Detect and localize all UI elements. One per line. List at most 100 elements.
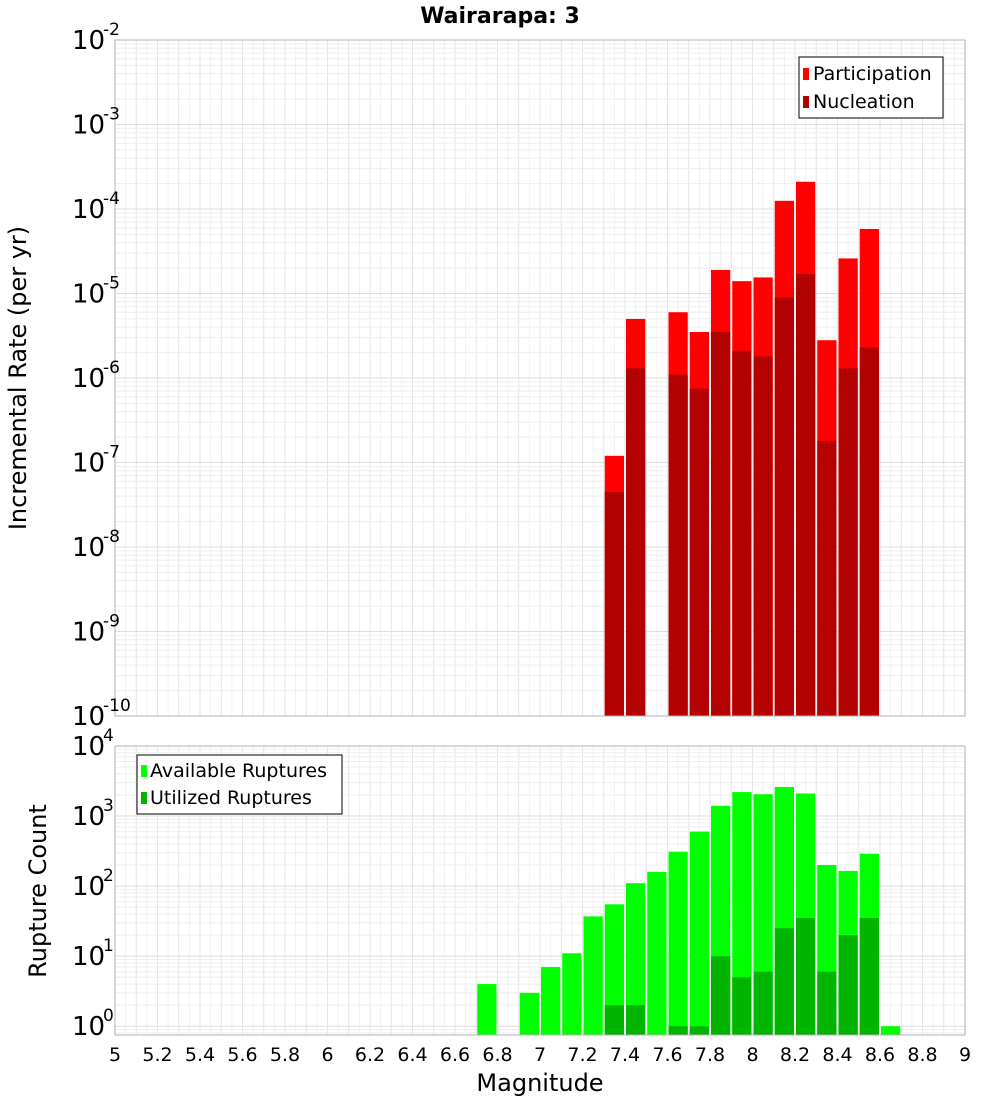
available-ruptures-bar: [626, 883, 646, 1035]
rupture-y-tick-label: 103: [72, 796, 114, 832]
y-tick-base: 10: [72, 364, 105, 394]
available-ruptures-bar: [689, 831, 709, 1035]
y-tick-exponent: 0: [103, 1006, 114, 1026]
nucleation-bar: [774, 297, 794, 716]
x-tick-label: 8.6: [865, 1044, 895, 1066]
rupture-y-axis-label: Rupture Count: [24, 804, 52, 978]
utilized-ruptures-bar: [626, 1005, 646, 1035]
available-legend-swatch: [141, 765, 147, 777]
y-tick-base: 10: [72, 872, 105, 902]
y-tick-exponent: 1: [103, 936, 114, 956]
available-ruptures-bar: [732, 792, 752, 1035]
rate-y-axis-label: Incremental Rate (per yr): [4, 226, 32, 530]
x-tick-label: 6.2: [355, 1044, 385, 1066]
utilized-ruptures-bar: [732, 977, 752, 1035]
nucleation-bar: [689, 388, 709, 716]
y-tick-exponent: -4: [103, 189, 120, 209]
rate-y-tick-label: 10-5: [72, 274, 120, 310]
rate-grid: [114, 40, 966, 717]
y-tick-base: 10: [72, 195, 105, 225]
y-tick-base: 10: [72, 1012, 105, 1042]
x-tick-label: 6.8: [482, 1044, 512, 1066]
x-tick-label: 5.8: [270, 1044, 300, 1066]
rate-y-tick-label: 10-3: [72, 105, 120, 141]
available-ruptures-bar: [541, 967, 561, 1035]
rupture-y-tick-label: 100: [72, 1006, 114, 1042]
utilized-ruptures-bar: [774, 928, 794, 1035]
rupture-bars: [477, 786, 901, 1035]
available-ruptures-bar: [477, 984, 497, 1035]
nucleation-bar: [604, 491, 624, 716]
rate-plot-border: [114, 39, 966, 717]
nucleation-bar: [626, 368, 646, 716]
rupture-y-tick-label: 102: [72, 866, 114, 902]
nucleation-bar: [838, 368, 858, 716]
x-tick-label: 6.4: [397, 1044, 427, 1066]
x-tick-label: 8.2: [780, 1044, 810, 1066]
utilized-ruptures-bar: [711, 956, 731, 1035]
y-tick-base: 10: [72, 26, 105, 56]
y-tick-base: 10: [72, 449, 105, 479]
x-tick-label: 7.6: [652, 1044, 682, 1066]
rate-y-tick-label: 10-6: [72, 358, 120, 394]
x-tick-label: 8: [746, 1044, 758, 1066]
magnitude-x-ticks: 5 5.2 5.4 5.6 5.8 6 6.2 6.4 6.6 6.8 7 7.2 7.4 7.6 7.8 8…: [109, 1044, 971, 1066]
nucleation-legend-swatch: [803, 96, 809, 108]
utilized-ruptures-bar: [817, 971, 837, 1035]
x-tick-label: 7: [534, 1044, 546, 1066]
y-tick-exponent: 4: [103, 726, 114, 746]
rate-legend: Participation Nucleation: [798, 56, 944, 119]
x-tick-label: 7.8: [695, 1044, 725, 1066]
y-tick-exponent: -7: [103, 443, 120, 463]
nucleation-bar: [732, 350, 752, 716]
available-legend-label: Available Ruptures: [150, 760, 327, 782]
utilized-ruptures-bar: [859, 918, 879, 1035]
rate-y-tick-label: 10-9: [72, 612, 120, 648]
y-tick-base: 10: [72, 533, 105, 563]
rupture-legend-box: [136, 754, 343, 815]
available-ruptures-bar: [583, 916, 603, 1035]
x-tick-label: 8.8: [907, 1044, 937, 1066]
utilized-ruptures-bar: [604, 1005, 624, 1035]
rate-y-tick-label: 10-4: [72, 189, 120, 225]
rupture-legend: Available Ruptures Utilized Ruptures: [136, 754, 343, 815]
utilized-legend-label: Utilized Ruptures: [150, 787, 312, 809]
y-tick-exponent: -5: [103, 274, 120, 294]
y-tick-base: 10: [72, 280, 105, 310]
x-tick-label: 9: [959, 1044, 971, 1066]
x-tick-label: 5.4: [185, 1044, 215, 1066]
rate-y-tick-label: 10-10: [72, 696, 131, 732]
y-tick-exponent: -8: [103, 527, 120, 547]
x-tick-label: 6: [321, 1044, 333, 1066]
nucleation-bar: [668, 374, 688, 716]
available-ruptures-bar: [604, 904, 624, 1035]
x-tick-label: 5.2: [142, 1044, 172, 1066]
y-tick-exponent: -6: [103, 358, 120, 378]
y-tick-exponent: -9: [103, 612, 120, 632]
rate-y-tick-label: 10-2: [72, 20, 120, 56]
participation-legend-label: Participation: [813, 63, 932, 85]
x-tick-label: 7.2: [567, 1044, 597, 1066]
y-tick-base: 10: [72, 111, 105, 141]
rate-bars: [604, 181, 879, 717]
y-tick-base: 10: [72, 942, 105, 972]
available-ruptures-bar: [668, 851, 688, 1035]
y-tick-exponent: -3: [103, 105, 120, 125]
utilized-ruptures-bar: [668, 1026, 688, 1035]
y-tick-base: 10: [72, 702, 105, 732]
y-tick-exponent: 3: [103, 796, 114, 816]
y-tick-base: 10: [72, 618, 105, 648]
x-axis-label: Magnitude: [476, 1069, 603, 1097]
nucleation-bar: [859, 347, 879, 716]
rate-y-tick-label: 10-7: [72, 443, 120, 479]
rupture-y-tick-label: 104: [72, 726, 114, 762]
nucleation-legend-label: Nucleation: [813, 91, 915, 113]
available-ruptures-bar: [647, 871, 667, 1035]
utilized-ruptures-bar: [689, 1026, 709, 1035]
x-tick-label: 5.6: [227, 1044, 257, 1066]
participation-legend-swatch: [803, 68, 809, 80]
